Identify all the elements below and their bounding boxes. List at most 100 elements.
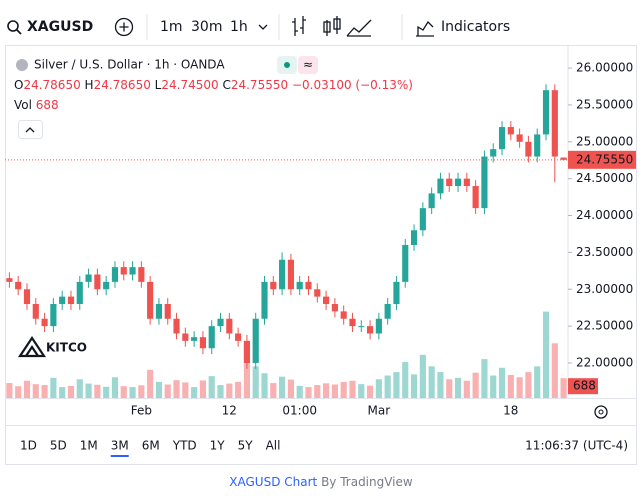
collapse-legend[interactable] <box>18 120 43 139</box>
range-button[interactable]: 3M <box>111 439 129 453</box>
candle-body <box>252 318 259 363</box>
candle-body <box>120 267 127 275</box>
volume-bar <box>23 380 31 398</box>
volume-bar <box>94 384 101 398</box>
candle-body <box>235 333 242 341</box>
candle-body <box>129 267 136 275</box>
y-tick-label: 25.50000 <box>576 97 633 111</box>
volume-bar <box>164 384 171 398</box>
volume-bar <box>516 377 523 398</box>
footer: XAGUSD Chart By TradingView <box>229 475 413 489</box>
ohlc-value: 24.78650 <box>94 78 151 92</box>
volume-bar <box>155 381 163 398</box>
volume-bar <box>507 374 514 398</box>
candle-body <box>243 340 250 363</box>
candle-body <box>164 303 171 319</box>
volume-bar <box>323 383 330 398</box>
volume-bar <box>32 384 39 398</box>
volume-bar <box>279 376 286 398</box>
ohlc-key: H <box>85 78 94 92</box>
volume-bar <box>296 385 303 398</box>
volume-bar <box>437 372 444 398</box>
candle-body <box>375 318 382 334</box>
candle-body <box>454 178 462 187</box>
volume-bar <box>252 366 259 398</box>
volume-bar <box>305 387 312 398</box>
volume-bar <box>111 377 119 398</box>
volume-bar <box>15 386 22 398</box>
interval-button[interactable]: 30m <box>191 19 222 35</box>
candle-body <box>410 230 418 246</box>
ohlc-key: O <box>14 78 23 92</box>
candle-body <box>173 318 180 334</box>
indicators-icon[interactable] <box>416 20 434 37</box>
range-button[interactable]: 1D <box>20 439 37 453</box>
ohlc-key: L <box>155 78 162 92</box>
candle-body <box>41 318 48 327</box>
candle-body <box>323 296 330 304</box>
ohlc-key: C <box>222 78 230 92</box>
candle-body <box>516 134 523 142</box>
market-status <box>284 62 290 68</box>
range-button[interactable]: 1Y <box>210 439 226 453</box>
chart-frame <box>5 45 637 465</box>
volume-bar <box>217 385 224 398</box>
clock: 11:06:37 (UTC-4) <box>525 439 628 453</box>
volume-bar <box>534 366 541 398</box>
volume-bar <box>340 381 347 398</box>
bar-style-icon[interactable] <box>292 16 372 37</box>
candle-body <box>138 267 145 282</box>
range-button[interactable]: YTD <box>172 439 197 453</box>
range-button[interactable]: 1M <box>80 439 98 453</box>
volume-bar <box>76 379 83 398</box>
settings-icon[interactable] <box>594 405 608 419</box>
volume-bar <box>235 381 242 398</box>
volume-bar <box>402 362 409 398</box>
last-volume-label: 688 <box>573 379 596 393</box>
range-button[interactable]: 5D <box>50 439 67 453</box>
range-button[interactable]: 6M <box>142 439 160 453</box>
symbol-logo <box>16 59 28 71</box>
candle-body <box>226 318 233 334</box>
volume-bar <box>270 383 277 398</box>
candle-body <box>182 333 189 341</box>
volume-bar <box>129 387 136 398</box>
candle-body <box>261 281 268 319</box>
symbol[interactable]: XAGUSD <box>27 19 93 35</box>
volume-bar <box>243 360 250 398</box>
x-tick-label: 12 <box>222 404 237 418</box>
volume-bar <box>551 343 558 398</box>
volume-bar <box>261 373 268 398</box>
range-button[interactable]: 5Y <box>238 439 254 453</box>
candle-body <box>23 289 31 304</box>
volume-bar <box>120 386 127 398</box>
y-tick-label: 25.00000 <box>576 134 633 148</box>
candle-body <box>199 337 207 349</box>
candle-body <box>270 281 277 290</box>
candle-body <box>419 208 426 231</box>
indicators-button[interactable]: Indicators <box>441 19 510 35</box>
volume-bar <box>6 383 13 398</box>
y-tick-label: 24.00000 <box>576 208 633 222</box>
interval-button[interactable]: 1m <box>160 19 183 35</box>
search-icon[interactable] <box>7 20 19 32</box>
volume-bar <box>103 386 110 398</box>
legend: Silver / U.S. Dollar · 1h · OANDA ≈ O24.… <box>14 56 413 139</box>
candle-body <box>437 178 444 194</box>
candle-body <box>358 326 365 328</box>
footer-link[interactable]: XAGUSD Chart <box>229 475 317 489</box>
compare-button[interactable] <box>114 17 134 37</box>
volume-bar <box>419 354 426 398</box>
y-tick-label: 23.50000 <box>576 245 633 259</box>
candle-body <box>349 318 356 327</box>
y-tick-label: 24.50000 <box>576 171 633 185</box>
volume-bar <box>358 384 365 398</box>
interval-button[interactable]: 1h <box>230 19 248 35</box>
range-button[interactable]: All <box>266 439 281 453</box>
candle-body <box>331 303 338 312</box>
interval-dropdown[interactable] <box>258 24 268 30</box>
volume-bar <box>173 380 180 398</box>
candle-body <box>384 303 391 319</box>
